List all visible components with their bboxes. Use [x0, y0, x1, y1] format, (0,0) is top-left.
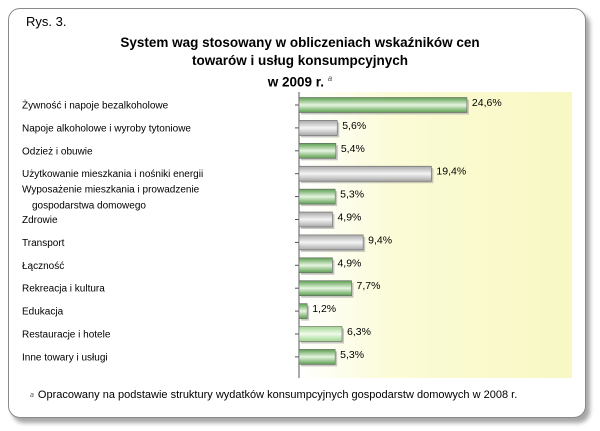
category-label: Edukacja — [22, 307, 64, 318]
bar — [298, 120, 338, 136]
bar — [298, 349, 336, 365]
category-label: Napoje alkoholowe i wyroby tytoniowe — [22, 123, 191, 134]
data-label: 5,3% — [340, 349, 364, 361]
category-label: Rekreacja i kultura — [22, 284, 105, 295]
bar — [298, 303, 308, 319]
data-label: 9,4% — [368, 234, 392, 246]
bar — [298, 188, 336, 205]
figure-label: Rys. 3. — [26, 14, 67, 29]
footnote-text: Opracowany na podstawie struktury wydatk… — [37, 389, 518, 401]
data-label: 6,3% — [347, 326, 371, 338]
data-label: 5,3% — [340, 189, 364, 201]
title-footnote-mark: a — [327, 74, 333, 83]
footnote: a Opracowany na podstawie struktury wydat… — [30, 389, 517, 401]
data-label: 4,9% — [337, 212, 361, 224]
chart-title-line-2: towarów i usług konsumpcyjnych — [191, 53, 409, 68]
bar — [298, 97, 468, 113]
data-label: 19,4% — [436, 166, 466, 178]
data-label: 5,4% — [341, 143, 365, 155]
category-label: Łączność — [22, 261, 64, 272]
category-label: Żywność i napoje bezalkoholowe — [22, 99, 169, 112]
bar — [298, 280, 352, 297]
category-label: Odzież i obuwie — [22, 146, 93, 157]
data-label: 24,6% — [472, 97, 502, 109]
footnote-mark: a — [30, 392, 34, 399]
category-label: Zdrowie — [22, 215, 58, 226]
bar — [298, 143, 337, 159]
bar — [298, 326, 343, 342]
category-label: Inne towary i usługi — [22, 352, 108, 363]
category-label: Restauracje i hotele — [22, 330, 111, 341]
data-label: 7,7% — [357, 280, 381, 292]
bar — [298, 234, 364, 251]
chart-title-line-3: w 2009 r. a — [60, 70, 540, 92]
category-label: Użytkowanie mieszkania i nośniki energii — [22, 169, 203, 180]
data-label: 4,9% — [337, 257, 361, 269]
bar — [298, 165, 432, 182]
data-label: 1,2% — [312, 303, 336, 315]
bar — [298, 211, 333, 228]
category-label: Wyposażenie mieszkania i prowadzenie gosp… — [22, 185, 200, 212]
data-label: 5,6% — [342, 120, 366, 132]
chart-title-year: w 2009 r. — [267, 74, 325, 90]
chart-title-line-1: System wag stosowany w obliczeniach wska… — [120, 35, 480, 50]
bar — [298, 257, 333, 274]
category-label: Transport — [22, 238, 65, 249]
